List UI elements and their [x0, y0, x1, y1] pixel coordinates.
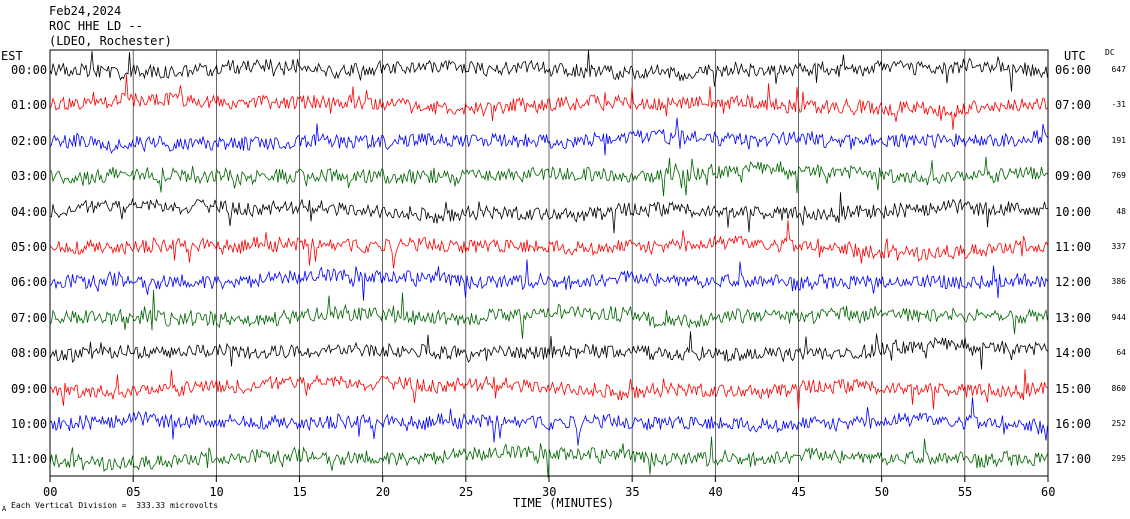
row-label-est-11: 11:00 — [11, 452, 48, 467]
row-label-utc-0: 06:00 — [1055, 63, 1092, 77]
row-dc-9: 860 — [1111, 383, 1126, 393]
x-tick-label-45: 45 — [791, 485, 806, 499]
row-dc-11: 295 — [1111, 454, 1126, 464]
x-tick-label-40: 40 — [708, 485, 723, 499]
trace-row-06:00 — [49, 259, 1048, 301]
row-label-est-6: 06:00 — [11, 275, 48, 290]
x-tick-label-05: 05 — [126, 485, 141, 499]
minute-gridlines — [49, 50, 1049, 476]
x-ticks — [49, 476, 1049, 482]
row-label-est-0: 00:00 — [11, 63, 48, 77]
dc-header-label: DC — [1105, 48, 1115, 57]
network-label: (LDEO, Rochester) — [49, 34, 172, 48]
x-tick-label-30: 30 — [542, 485, 557, 499]
row-label-utc-2: 08:00 — [1055, 133, 1092, 148]
row-label-est-2: 02:00 — [11, 133, 48, 148]
row-label-utc-3: 09:00 — [1055, 169, 1092, 184]
row-dc-10: 252 — [1111, 419, 1126, 428]
trace-row-04:00 — [49, 192, 1048, 234]
trace-row-03:00 — [49, 156, 1048, 197]
row-label-utc-8: 14:00 — [1055, 346, 1092, 361]
trace-row-09:00 — [49, 369, 1048, 411]
row-dc-8: 64 — [1116, 348, 1126, 358]
row-label-utc-6: 12:00 — [1055, 275, 1092, 290]
row-label-est-10: 10:00 — [11, 417, 48, 431]
scale-note: Each Vertical Division = 333.33 microvol… — [11, 501, 219, 510]
row-label-utc-11: 17:00 — [1055, 452, 1092, 467]
row-label-est-7: 07:00 — [11, 310, 48, 325]
trace-row-05:00 — [49, 220, 1048, 269]
row-dc-3: 769 — [1111, 171, 1126, 181]
seismic-traces — [49, 50, 1048, 478]
x-tick-label-10: 10 — [209, 485, 224, 499]
trace-row-10:00 — [49, 397, 1048, 446]
row-label-est-5: 05:00 — [11, 240, 48, 254]
x-tick-label-20: 20 — [375, 485, 391, 499]
right-timezone-label: UTC — [1064, 49, 1086, 63]
trace-row-08:00 — [49, 331, 1048, 370]
x-tick-label-35: 35 — [625, 485, 640, 499]
row-dc-0: 647 — [1111, 65, 1126, 74]
row-label-est-4: 04:00 — [11, 204, 48, 219]
row-label-utc-9: 15:00 — [1055, 381, 1092, 396]
row-dc-5: 337 — [1111, 242, 1126, 251]
row-label-est-8: 08:00 — [11, 346, 48, 361]
row-dc-2: 191 — [1111, 135, 1126, 145]
x-tick-label-15: 15 — [292, 485, 307, 499]
x-tick-label-55: 55 — [957, 485, 973, 499]
trace-row-01:00 — [49, 74, 1048, 130]
x-tick-label-25: 25 — [458, 485, 474, 499]
row-dc-1: -31 — [1111, 100, 1126, 110]
row-label-utc-7: 13:00 — [1055, 310, 1092, 325]
row-label-est-9: 09:00 — [11, 381, 48, 396]
left-timezone-label: EST — [1, 49, 23, 63]
trace-row-00:00 — [49, 50, 1048, 92]
trace-row-07:00 — [49, 289, 1048, 339]
date-label: Feb24,2024 — [49, 4, 122, 18]
x-tick-label-60: 60 — [1041, 485, 1056, 499]
row-dc-4: 48 — [1116, 206, 1126, 216]
x-tick-label-00: 00 — [43, 485, 58, 499]
x-axis-title: TIME (MINUTES) — [513, 496, 615, 510]
row-label-est-3: 03:00 — [11, 169, 48, 184]
row-label-est-1: 01:00 — [11, 98, 48, 113]
row-dc-6: 386 — [1111, 277, 1126, 287]
row-label-utc-10: 16:00 — [1055, 417, 1092, 431]
row-label-utc-1: 07:00 — [1055, 98, 1092, 113]
row-dc-7: 944 — [1111, 312, 1126, 322]
row-label-utc-4: 10:00 — [1055, 204, 1092, 219]
row-label-utc-5: 11:00 — [1055, 240, 1092, 254]
station-label: ROC HHE LD -- — [49, 19, 143, 33]
footer-mark: A — [2, 505, 7, 513]
x-tick-label-50: 50 — [874, 485, 890, 499]
trace-row-11:00 — [49, 436, 1048, 478]
trace-row-02:00 — [49, 117, 1048, 156]
